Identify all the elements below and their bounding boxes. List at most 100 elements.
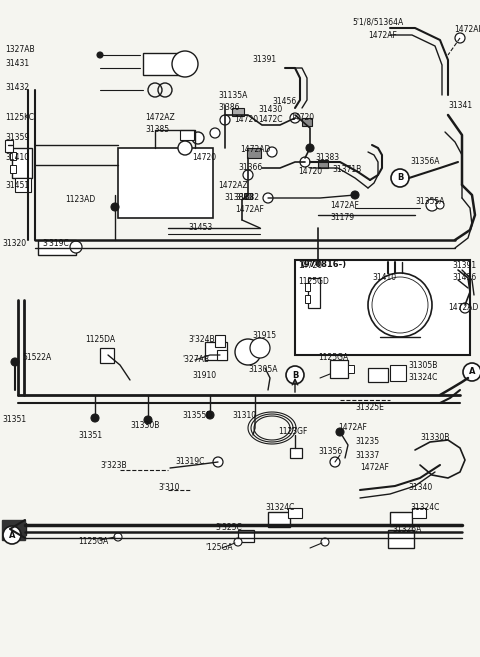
Text: A: A bbox=[9, 530, 15, 539]
Text: 1472AF: 1472AF bbox=[368, 30, 397, 39]
Text: 14720: 14720 bbox=[298, 260, 322, 269]
Circle shape bbox=[178, 141, 192, 155]
Text: B: B bbox=[397, 173, 403, 183]
Text: 51522A: 51522A bbox=[22, 353, 51, 363]
Bar bbox=[12, 148, 32, 178]
Bar bbox=[244, 193, 252, 199]
Bar bbox=[302, 118, 312, 126]
Text: 3'319C: 3'319C bbox=[42, 238, 69, 248]
Text: 1472AF: 1472AF bbox=[338, 424, 367, 432]
Circle shape bbox=[321, 538, 329, 546]
Bar bbox=[10, 165, 16, 173]
Text: 31451: 31451 bbox=[5, 181, 29, 189]
Circle shape bbox=[330, 457, 340, 467]
Text: 31383: 31383 bbox=[315, 154, 339, 162]
Bar bbox=[15, 178, 31, 192]
Text: 31235: 31235 bbox=[355, 438, 379, 447]
Circle shape bbox=[306, 144, 314, 152]
Text: 1472C: 1472C bbox=[258, 116, 283, 124]
Text: 1472AZ: 1472AZ bbox=[145, 114, 175, 122]
Text: 31341: 31341 bbox=[448, 101, 472, 110]
Bar bbox=[215, 335, 225, 347]
Bar bbox=[238, 530, 254, 542]
Text: 14720: 14720 bbox=[192, 154, 216, 162]
Bar bbox=[295, 260, 470, 355]
Text: 31410: 31410 bbox=[5, 154, 29, 162]
Text: 1125GA: 1125GA bbox=[78, 537, 108, 547]
Bar bbox=[412, 508, 426, 518]
Text: 1327AB: 1327AB bbox=[5, 45, 35, 55]
Circle shape bbox=[70, 241, 82, 253]
Circle shape bbox=[372, 277, 428, 333]
Circle shape bbox=[267, 147, 277, 157]
Text: 31456: 31456 bbox=[452, 273, 476, 283]
Text: 31910: 31910 bbox=[192, 371, 216, 380]
Text: 31371B: 31371B bbox=[332, 166, 361, 175]
Text: 31330B: 31330B bbox=[130, 420, 159, 430]
Text: 1472AZ: 1472AZ bbox=[218, 181, 248, 189]
Bar bbox=[388, 530, 414, 548]
Circle shape bbox=[463, 363, 480, 381]
Circle shape bbox=[111, 203, 119, 211]
Text: 31382: 31382 bbox=[235, 194, 259, 202]
Text: A: A bbox=[469, 367, 475, 376]
Circle shape bbox=[455, 33, 465, 43]
Circle shape bbox=[234, 538, 242, 546]
Text: 31356A: 31356A bbox=[410, 158, 440, 166]
Circle shape bbox=[91, 414, 99, 422]
Circle shape bbox=[426, 199, 438, 211]
Text: 1125KC: 1125KC bbox=[5, 114, 34, 122]
Bar bbox=[268, 512, 290, 527]
Bar bbox=[247, 148, 261, 158]
Circle shape bbox=[144, 416, 152, 424]
Circle shape bbox=[286, 366, 304, 384]
Bar bbox=[8, 523, 26, 535]
Text: 31384: 31384 bbox=[224, 194, 248, 202]
Text: '327AB: '327AB bbox=[182, 355, 209, 365]
Circle shape bbox=[263, 193, 273, 203]
Text: 31355A: 31355A bbox=[415, 198, 444, 206]
Circle shape bbox=[97, 52, 103, 58]
Text: 31325E: 31325E bbox=[355, 403, 384, 413]
Text: 31410: 31410 bbox=[372, 273, 396, 283]
Text: '125GA: '125GA bbox=[205, 543, 233, 553]
Circle shape bbox=[220, 115, 230, 125]
Text: 31356: 31356 bbox=[318, 447, 342, 457]
Text: 1472AF: 1472AF bbox=[360, 463, 389, 472]
Bar bbox=[290, 448, 302, 458]
Circle shape bbox=[213, 457, 223, 467]
Bar bbox=[205, 342, 227, 360]
Text: 31305A: 31305A bbox=[248, 365, 277, 374]
Text: 3'324B: 3'324B bbox=[188, 336, 215, 344]
Circle shape bbox=[460, 303, 470, 313]
Text: 1472AF: 1472AF bbox=[454, 26, 480, 35]
Bar bbox=[305, 295, 310, 303]
Bar bbox=[305, 283, 310, 291]
Circle shape bbox=[250, 338, 270, 358]
Text: 1472AD: 1472AD bbox=[240, 145, 270, 154]
Bar bbox=[308, 278, 320, 308]
Circle shape bbox=[3, 526, 21, 544]
Text: 31330B: 31330B bbox=[420, 434, 449, 443]
Text: 1125DA: 1125DA bbox=[85, 336, 115, 344]
Bar bbox=[232, 108, 244, 116]
Text: 3'386: 3'386 bbox=[218, 104, 240, 112]
Text: 31432: 31432 bbox=[5, 83, 29, 91]
Text: 31456: 31456 bbox=[272, 97, 296, 106]
Bar bbox=[368, 368, 388, 382]
Text: 5'1/8/51364A: 5'1/8/51364A bbox=[352, 18, 403, 26]
Text: 31430: 31430 bbox=[258, 106, 282, 114]
Circle shape bbox=[368, 273, 432, 337]
Circle shape bbox=[243, 170, 253, 180]
Text: 1123AD: 1123AD bbox=[65, 196, 95, 204]
Bar bbox=[390, 512, 412, 526]
Bar bbox=[180, 130, 194, 140]
Text: 3'310: 3'310 bbox=[158, 484, 180, 493]
Bar bbox=[330, 360, 348, 378]
Text: 31359: 31359 bbox=[5, 133, 29, 143]
Bar bbox=[288, 508, 302, 518]
Bar bbox=[100, 348, 114, 363]
Text: 31355D: 31355D bbox=[182, 411, 212, 420]
Circle shape bbox=[300, 157, 310, 167]
Text: 31310: 31310 bbox=[232, 411, 256, 420]
